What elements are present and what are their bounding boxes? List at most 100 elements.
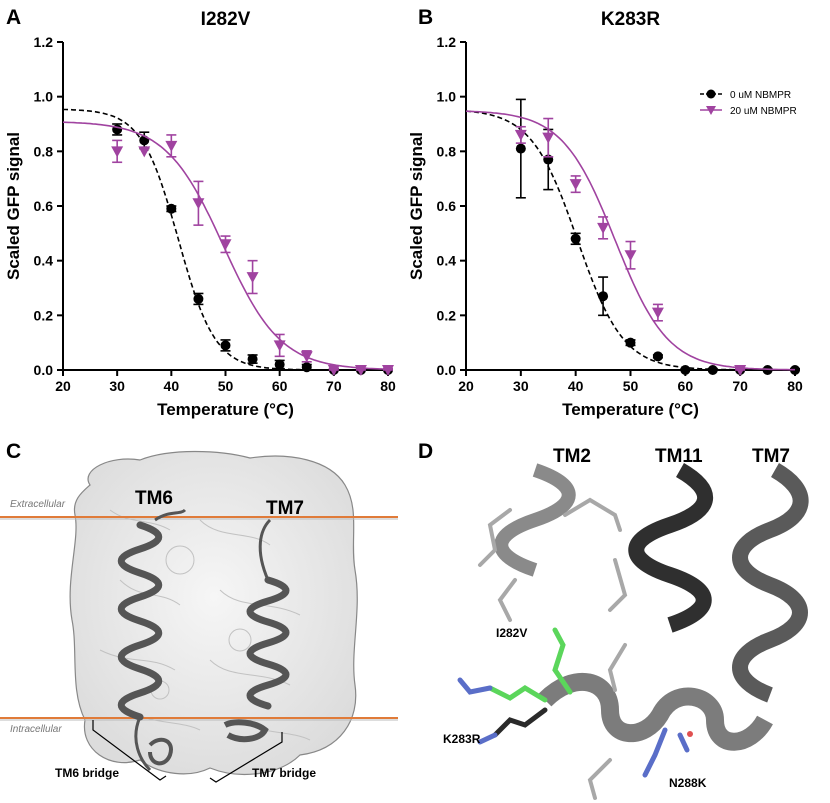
protein-surface [69,450,358,776]
chart-1-series-2-point [354,365,367,376]
panel-letter-a: A [6,6,22,29]
chart-2-series-2-point [734,365,747,376]
chart-1-y-tick-label: 0.2 [34,307,54,323]
tm7-label-c: TM7 [266,498,304,519]
chart-2-series-2-point [542,132,555,144]
k283r-label: K283R [443,732,481,746]
chart-1-x-tick-label: 50 [218,378,234,394]
tm2-helix [494,463,576,577]
chart-2-series-1-fit-curve [465,110,795,371]
tm7-bridge-label: TM7 bridge [252,766,317,780]
chart-2-x-axis-label: Temperature (°C) [562,400,699,419]
chart-2-series-1-point [625,337,636,348]
chart-2-series-2-point [651,307,664,319]
chart-1-series-1-point [220,340,231,351]
chart-2-x-tick-label: 70 [732,378,748,394]
chart-2-x-tick-label: 30 [513,378,529,394]
chart-1-x-tick-label: 20 [55,378,71,394]
oxygen-atom [687,731,693,737]
chart-1-series-1-point [301,362,312,373]
chart-1-y-tick-label: 0.4 [34,253,54,269]
chart-1-x-tick-label: 30 [109,378,125,394]
panel-letter-d: D [418,440,434,463]
chart-1-series-2-point [192,198,205,210]
chart-2-legend-marker-1 [706,89,716,99]
chart-1-x-tick-label: 70 [326,378,342,394]
chart-1-series-1-point [193,293,204,304]
intracellular-label: Intracellular [10,724,62,735]
chart-1-series-1-point [274,359,285,370]
tm6-bridge-bracket [92,720,167,781]
chart-2-y-tick-label: 0.8 [437,143,457,159]
chart-1-series-1-point [166,203,177,214]
chart-2-y-tick-label: 1.2 [437,34,457,50]
chart-1-series-2-point [219,239,232,251]
k283r-side-chain [457,677,548,745]
chart-2-x-tick-label: 50 [623,378,639,394]
chart-2-legend-label-1: 0 uM NBMPR [730,90,791,101]
chart-2-series-1-point [652,351,663,362]
chart-2-y-axis-label: Scaled GFP signal [407,132,426,280]
panel-letter-c: C [6,440,22,463]
chart-2-series-1-point [570,233,581,244]
tm7-bridge-bracket [209,732,283,783]
chart-2-series-2-point [514,129,527,141]
chart-1-series-2-point [165,140,178,152]
i282v-side-chain [552,627,573,695]
chart-2-x-tick-label: 20 [458,378,474,394]
tm7-helix [246,576,290,710]
tm7-helix-d [732,463,809,703]
tm11-helix [628,463,714,633]
chart-1-y-tick-label: 0.8 [34,143,54,159]
chart-1-series-1-point [247,354,258,365]
chart-2-y-tick-label: 0.4 [437,253,457,269]
panel-d-structure [457,463,809,800]
chart-2-y-tick-label: 0.2 [437,307,457,323]
chart-2-x-tick-label: 60 [678,378,694,394]
chart-1-y-tick-label: 0.0 [34,362,54,378]
chart-2-y-tick-label: 1.0 [437,89,457,105]
chart-2-y-tick-label: 0.0 [437,362,457,378]
lower-helix [538,673,773,751]
tm6-helix [117,521,163,721]
chart-2-series-2-fit-curve [465,110,795,371]
chart-2-series-2-point [624,250,637,262]
chart-1-y-tick-label: 1.0 [34,89,54,105]
chart-2-series-2-point [597,222,610,234]
chart-1-series-2-point [382,365,394,376]
tm2-label: TM2 [553,446,591,467]
chart-2-series-1-point [762,365,773,375]
chart-1-x-axis-label: Temperature (°C) [157,400,294,419]
chart-1-title: I282V [201,9,251,30]
chart-2-series-2-point [569,179,582,191]
chart-1-y-tick-label: 0.6 [34,198,54,214]
chart-2-title: K283R [601,9,660,30]
tm7-label-d: TM7 [752,446,790,467]
chart-1-series-2-point [246,272,259,284]
chart-1-y-tick-label: 1.2 [34,34,54,50]
n288k-label: N288K [669,776,707,790]
chart-2-series-1-point [680,365,691,375]
chart-1-x-tick-label: 40 [164,378,180,394]
tm6-label: TM6 [135,488,173,509]
gray-side-chains [478,497,628,800]
tm11-label: TM11 [655,446,703,467]
chart-1-series-2-point [138,146,151,158]
chart-1-x-tick-label: 80 [380,378,396,394]
chart-1-series-2-point [327,365,340,376]
panel-c-structure [0,450,398,783]
i282v-label: I282V [496,626,528,640]
chart-2-series-1-point [707,365,718,375]
panel-letter-b: B [418,6,434,29]
chart-1-x-tick-label: 60 [272,378,288,394]
chart-2-x-tick-label: 40 [568,378,584,394]
charts-svg: 20 30 40 50 60 70 80 0.0 0.2 0.4 0.6 0.8 1.0 1.2 I282V… [4,9,803,419]
chart-2-x-tick-label: 80 [787,378,803,394]
tm6-bridge-label: TM6 bridge [55,766,120,780]
chart-2-series-1-point [515,143,526,154]
extracellular-label: Extracellular [10,499,66,510]
chart-1-series-2-point [273,340,286,352]
chart-2-y-tick-label: 0.6 [437,198,457,214]
chart-1-y-axis-label: Scaled GFP signal [4,132,23,280]
chart-2-legend-marker-2 [706,106,716,115]
